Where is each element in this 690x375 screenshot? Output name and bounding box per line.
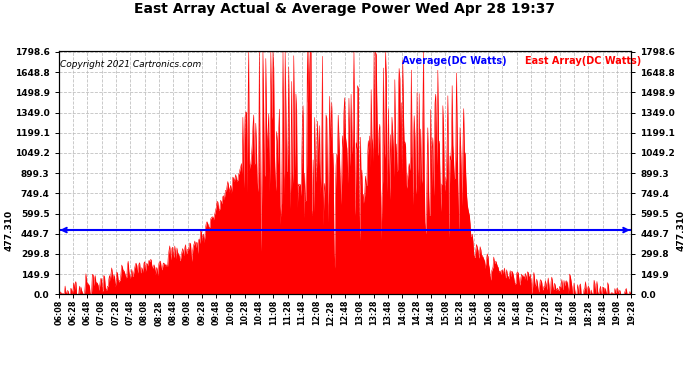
Text: 477.310: 477.310: [4, 210, 14, 251]
Text: Average(DC Watts): Average(DC Watts): [402, 56, 507, 66]
Text: Copyright 2021 Cartronics.com: Copyright 2021 Cartronics.com: [60, 60, 201, 69]
Text: East Array(DC Watts): East Array(DC Watts): [525, 56, 642, 66]
Text: East Array Actual & Average Power Wed Apr 28 19:37: East Array Actual & Average Power Wed Ap…: [135, 2, 555, 16]
Text: 477.310: 477.310: [676, 210, 686, 251]
